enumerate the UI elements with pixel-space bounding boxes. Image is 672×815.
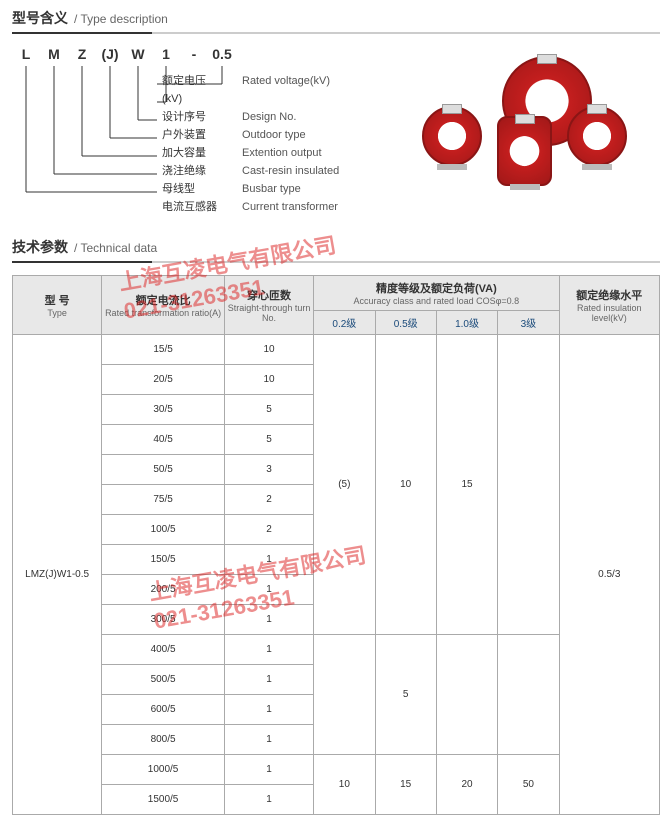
type-diagram: L M Z (J) W 1 - 0.5 额定电压(kV) Rated voltag… xyxy=(12,46,392,209)
th-sub-02: 0.2级 xyxy=(314,311,375,335)
type-desc-area: L M Z (J) W 1 - 0.5 额定电压(kV) Rated voltag… xyxy=(0,46,672,229)
model-code: L M Z (J) W 1 - 0.5 xyxy=(12,46,392,62)
cell-turns: 1 xyxy=(224,665,313,695)
desc-zh-0: 额定电压(kV) xyxy=(162,72,222,108)
cell-turns: 1 xyxy=(224,575,313,605)
code-L: L xyxy=(12,46,40,62)
cell-accuracy: 10 xyxy=(314,755,375,815)
cell-ratio: 30/5 xyxy=(102,395,225,425)
cell-accuracy xyxy=(498,335,559,635)
cell-turns: 1 xyxy=(224,725,313,755)
th-type-en: Type xyxy=(15,308,99,318)
cell-turns: 1 xyxy=(224,605,313,635)
th-ratio-en: Rated transformation ratio(A) xyxy=(104,308,222,318)
th-sub-10: 1.0级 xyxy=(436,311,497,335)
tech-data-title-zh: 技术参数 xyxy=(12,237,68,257)
cell-turns: 2 xyxy=(224,485,313,515)
th-ins-zh: 额定绝缘水平 xyxy=(562,287,657,303)
th-acc-en: Accuracy class and rated load COSφ=0.8 xyxy=(316,296,556,306)
code-J: (J) xyxy=(96,46,124,62)
desc-zh-3: 加大容量 xyxy=(162,144,222,162)
cell-ratio: 50/5 xyxy=(102,455,225,485)
desc-zh-1: 设计序号 xyxy=(162,108,222,126)
table-row: LMZ(J)W1-0.515/510(5)10150.5/3 xyxy=(13,335,660,365)
desc-en-1: Design No. xyxy=(242,108,296,126)
desc-en-5: Busbar type xyxy=(242,180,301,198)
th-ins-en: Rated insulation level(kV) xyxy=(562,303,657,323)
th-type-zh: 型 号 xyxy=(15,292,99,308)
cell-ratio: 200/5 xyxy=(102,575,225,605)
type-desc-title-zh: 型号含义 xyxy=(12,8,68,28)
cell-ratio: 500/5 xyxy=(102,665,225,695)
product-image xyxy=(412,46,660,206)
desc-en-2: Outdoor type xyxy=(242,126,306,144)
cell-ratio: 300/5 xyxy=(102,605,225,635)
desc-zh-4: 浇注绝缘 xyxy=(162,162,222,180)
desc-labels: 额定电压(kV) Rated voltage(kV) 设计序号 Design No.… xyxy=(162,72,339,216)
tech-table-body: LMZ(J)W1-0.515/510(5)10150.5/320/51030/5… xyxy=(13,335,660,815)
cell-ratio: 15/5 xyxy=(102,335,225,365)
code-M: M xyxy=(40,46,68,62)
cell-turns: 10 xyxy=(224,335,313,365)
cell-insulation: 0.5/3 xyxy=(559,335,659,815)
cell-turns: 1 xyxy=(224,635,313,665)
desc-zh-6: 电流互感器 xyxy=(162,198,222,216)
divider-line xyxy=(12,32,660,34)
divider-line-2 xyxy=(12,261,660,263)
cell-ratio: 1000/5 xyxy=(102,755,225,785)
tech-data-header: 技术参数 / Technical data xyxy=(0,229,672,261)
cell-ratio: 150/5 xyxy=(102,545,225,575)
desc-zh-2: 户外装置 xyxy=(162,126,222,144)
th-sub-05: 0.5级 xyxy=(375,311,436,335)
cell-ratio: 20/5 xyxy=(102,365,225,395)
code-W: W xyxy=(124,46,152,62)
cell-ratio: 400/5 xyxy=(102,635,225,665)
cell-turns: 5 xyxy=(224,395,313,425)
cell-turns: 1 xyxy=(224,695,313,725)
code-05: 0.5 xyxy=(208,46,236,62)
cell-ratio: 1500/5 xyxy=(102,785,225,815)
cell-accuracy xyxy=(436,635,497,755)
cell-ratio: 100/5 xyxy=(102,515,225,545)
type-desc-header: 型号含义 / Type description xyxy=(0,0,672,32)
cell-accuracy xyxy=(498,635,559,755)
th-turns-zh: 穿心匝数 xyxy=(227,287,311,303)
type-desc-title-en: / Type description xyxy=(74,12,168,26)
cell-turns: 1 xyxy=(224,545,313,575)
th-sub-3: 3级 xyxy=(498,311,559,335)
cell-accuracy xyxy=(314,635,375,755)
desc-en-0: Rated voltage(kV) xyxy=(242,72,330,108)
cell-turns: 2 xyxy=(224,515,313,545)
cell-ratio: 800/5 xyxy=(102,725,225,755)
cell-accuracy: 15 xyxy=(436,335,497,635)
cell-type: LMZ(J)W1-0.5 xyxy=(13,335,102,815)
code-Z: Z xyxy=(68,46,96,62)
th-ratio-zh: 额定电流比 xyxy=(104,292,222,308)
tech-table: 型 号 Type 额定电流比 Rated transformation rati… xyxy=(12,275,660,815)
cell-ratio: 40/5 xyxy=(102,425,225,455)
cell-accuracy: 15 xyxy=(375,755,436,815)
cell-accuracy: (5) xyxy=(314,335,375,635)
desc-zh-5: 母线型 xyxy=(162,180,222,198)
code-1: 1 xyxy=(152,46,180,62)
th-turns-en: Straight-through turn No. xyxy=(227,303,311,323)
cell-ratio: 75/5 xyxy=(102,485,225,515)
cell-accuracy: 50 xyxy=(498,755,559,815)
desc-en-3: Extention output xyxy=(242,144,322,162)
cell-accuracy: 20 xyxy=(436,755,497,815)
tech-data-title-en: / Technical data xyxy=(74,241,157,255)
cell-turns: 5 xyxy=(224,425,313,455)
code-dash: - xyxy=(180,46,208,62)
cell-accuracy: 5 xyxy=(375,635,436,755)
desc-en-6: Current transformer xyxy=(242,198,338,216)
cell-turns: 3 xyxy=(224,455,313,485)
tech-table-head: 型 号 Type 额定电流比 Rated transformation rati… xyxy=(13,276,660,335)
cell-turns: 1 xyxy=(224,755,313,785)
desc-en-4: Cast-resin insulated xyxy=(242,162,339,180)
th-acc-zh: 精度等级及额定负荷(VA) xyxy=(316,280,556,296)
cell-turns: 1 xyxy=(224,785,313,815)
cell-accuracy: 10 xyxy=(375,335,436,635)
cell-turns: 10 xyxy=(224,365,313,395)
cell-ratio: 600/5 xyxy=(102,695,225,725)
